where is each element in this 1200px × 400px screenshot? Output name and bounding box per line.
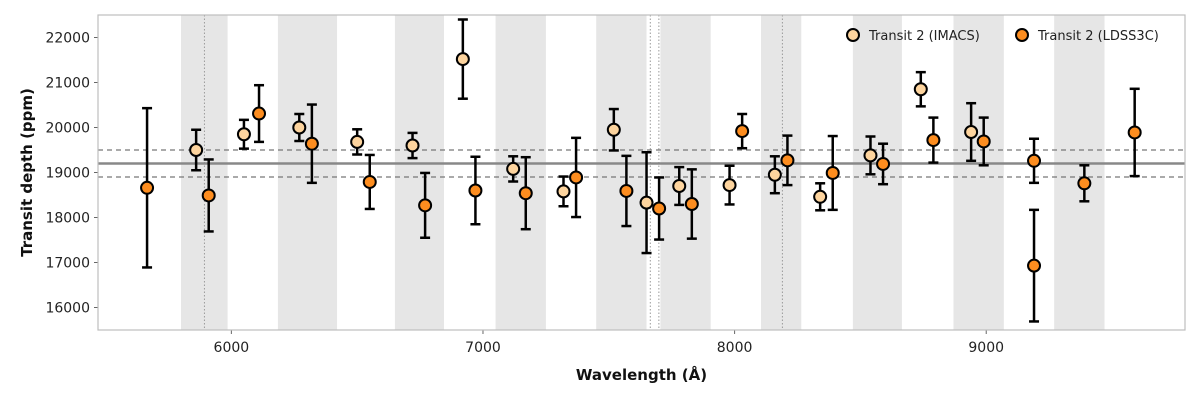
bin-band-8	[953, 15, 1004, 330]
data-point-1-7	[518, 186, 533, 201]
data-point-1-13	[780, 153, 795, 168]
plot-frame	[97, 14, 1186, 331]
data-point-0-8	[606, 122, 621, 137]
bin-band-4	[596, 15, 647, 330]
bin-band-9	[1054, 15, 1105, 330]
series-1	[140, 83, 1142, 323]
data-point-0-2	[292, 120, 307, 135]
data-point-1-1	[201, 188, 216, 203]
x-tick-label-2: 8000	[717, 340, 753, 356]
data-point-1-14	[825, 165, 840, 180]
data-point-1-19	[1027, 153, 1042, 168]
legend-marker-imacs	[846, 28, 860, 42]
data-point-1-12	[735, 124, 750, 139]
y-tick-label-6: 22000	[45, 31, 90, 47]
legend-label-ldss3c: Transit 2 (LDSS3C)	[1037, 29, 1159, 44]
data-point-1-5	[418, 198, 433, 213]
axis-ticks: 6000 7000 8000 9000 16000 17000 18000 19000 2000…	[45, 31, 1004, 357]
x-tick-label-1: 7000	[465, 340, 501, 356]
y-tick-label-4: 20000	[45, 121, 90, 137]
mean-depth-lines	[98, 149, 1185, 178]
data-point-1-9	[619, 183, 634, 198]
reference-lines	[203, 15, 783, 330]
data-point-0-15	[913, 82, 928, 97]
data-point-1-15	[876, 156, 891, 171]
data-point-0-1	[236, 127, 251, 142]
bin-band-1	[277, 15, 338, 330]
x-tick-label-0: 6000	[214, 340, 250, 356]
data-series	[140, 18, 1142, 323]
legend-label-imacs: Transit 2 (IMACS)	[868, 29, 980, 44]
x-axis-label: Wavelength (Å)	[576, 365, 707, 384]
data-point-0-11	[722, 178, 737, 193]
y-tick-label-2: 18000	[45, 211, 90, 227]
data-point-1-21	[1127, 125, 1142, 140]
y-tick-label-5: 21000	[45, 76, 90, 92]
data-point-0-12	[767, 167, 782, 182]
data-point-0-10	[672, 179, 687, 193]
data-point-0-14	[863, 148, 878, 163]
data-point-1-20	[1077, 176, 1092, 191]
bin-band-5	[660, 15, 711, 330]
bin-band-7	[852, 15, 902, 330]
data-point-0-9	[639, 195, 654, 210]
x-tick-label-3: 9000	[968, 340, 1004, 356]
data-point-1-4	[362, 174, 377, 189]
data-point-1-10	[652, 201, 667, 216]
data-point-1-16	[926, 133, 941, 148]
data-point-1-3	[304, 136, 319, 151]
data-point-1-8	[569, 170, 584, 185]
bin-band-3	[495, 15, 546, 330]
data-point-0-13	[813, 189, 828, 204]
data-point-0-3	[350, 134, 365, 149]
data-point-0-5	[455, 52, 470, 67]
data-point-1-17	[976, 134, 991, 149]
wavelength-bins	[181, 15, 1105, 330]
bin-band-2	[394, 15, 444, 330]
data-point-0-7	[556, 184, 571, 199]
data-point-0-0	[189, 143, 204, 157]
data-point-0-6	[506, 161, 521, 176]
y-tick-label-1: 17000	[45, 256, 90, 272]
legend: Transit 2 (IMACS) Transit 2 (LDSS3C)	[846, 28, 1159, 44]
y-axis-label: Transit depth (ppm)	[18, 88, 36, 257]
y-tick-label-3: 19000	[45, 166, 90, 182]
data-point-1-2	[252, 106, 267, 121]
data-point-0-4	[405, 138, 420, 153]
data-point-1-0	[140, 180, 155, 195]
legend-marker-ldss3c	[1015, 28, 1029, 42]
y-tick-label-0: 16000	[45, 301, 90, 317]
data-point-0-16	[964, 125, 979, 139]
data-point-1-18	[1027, 258, 1042, 273]
data-point-1-11	[684, 197, 699, 211]
series-0	[189, 18, 979, 255]
data-point-1-6	[468, 183, 483, 198]
